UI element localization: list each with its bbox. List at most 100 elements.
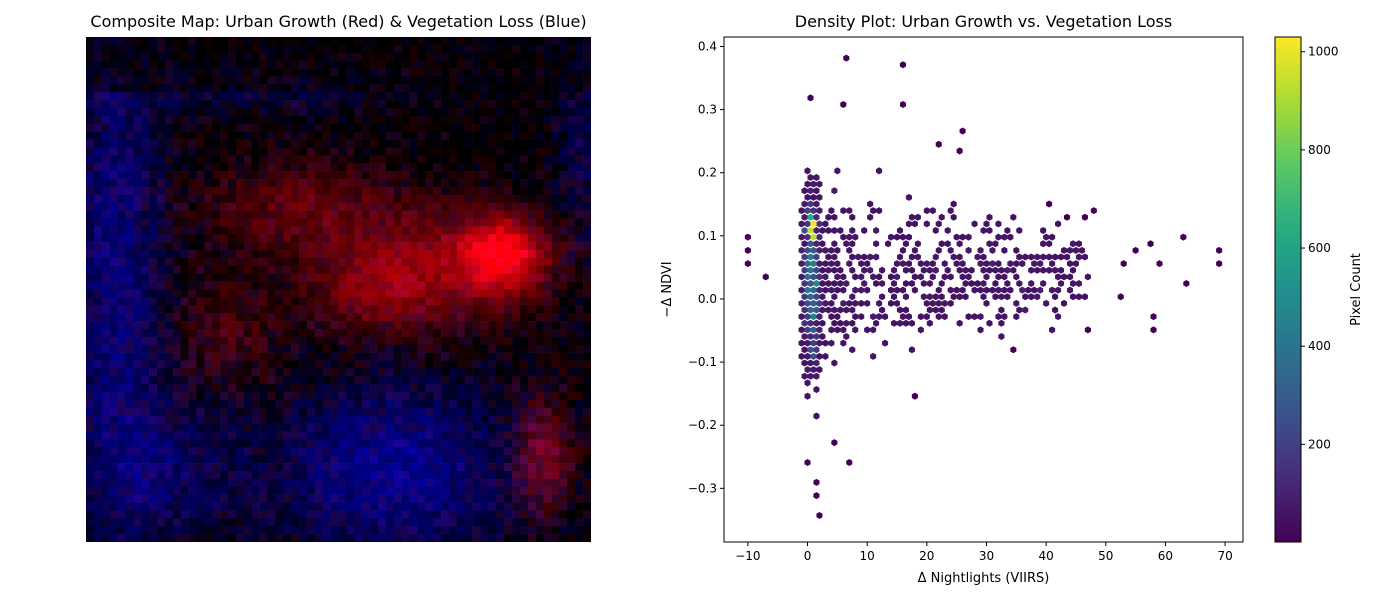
- hexbin-cell: [911, 273, 918, 281]
- map-pixel: [141, 281, 150, 290]
- map-pixel: [456, 210, 466, 219]
- map-pixel: [496, 510, 505, 519]
- map-pixel: [464, 186, 473, 196]
- map-pixel: [504, 68, 513, 77]
- map-pixel: [409, 44, 418, 54]
- map-pixel: [314, 376, 324, 385]
- map-pixel: [235, 100, 245, 109]
- map-pixel: [101, 171, 110, 180]
- map-pixel: [575, 242, 584, 251]
- map-pixel: [93, 171, 103, 180]
- map-pixel: [401, 360, 410, 369]
- map-pixel: [164, 250, 174, 259]
- map-pixel: [551, 60, 560, 69]
- map-pixel: [314, 368, 324, 377]
- map-pixel: [172, 534, 181, 542]
- map-pixel: [448, 510, 458, 519]
- map-pixel: [433, 115, 442, 125]
- map-pixel: [385, 234, 395, 243]
- map-pixel: [275, 368, 284, 377]
- map-pixel: [488, 84, 497, 93]
- map-pixel: [480, 163, 489, 172]
- map-pixel: [228, 352, 237, 361]
- map-pixel: [385, 502, 395, 511]
- map-pixel: [567, 289, 576, 298]
- map-pixel: [133, 305, 142, 314]
- map-pixel: [283, 313, 292, 322]
- map-pixel: [464, 297, 473, 306]
- map-pixel: [125, 202, 134, 211]
- hexbin-cell: [926, 293, 933, 301]
- map-pixel: [527, 392, 537, 401]
- map-pixel: [220, 431, 229, 440]
- hexbin-cell: [846, 260, 853, 268]
- map-pixel: [401, 186, 410, 196]
- map-pixel: [464, 447, 473, 456]
- map-pixel: [496, 494, 505, 503]
- map-pixel: [86, 297, 95, 306]
- map-pixel: [299, 76, 308, 85]
- hexbin-cell: [822, 220, 829, 228]
- map-pixel: [172, 463, 181, 472]
- map-pixel: [441, 52, 450, 61]
- map-pixel: [370, 37, 379, 46]
- map-pixel: [362, 186, 371, 196]
- map-pixel: [543, 194, 552, 203]
- hexbin-cell: [1019, 286, 1026, 294]
- map-pixel: [228, 44, 237, 54]
- hexbin-cell: [810, 233, 817, 241]
- map-pixel: [275, 265, 284, 275]
- map-pixel: [543, 297, 552, 306]
- map-pixel: [133, 510, 142, 519]
- map-pixel: [228, 463, 237, 472]
- map-pixel: [519, 281, 529, 290]
- hexbin-cell: [995, 233, 1002, 241]
- map-pixel: [235, 534, 245, 542]
- map-pixel: [291, 139, 300, 148]
- map-pixel: [243, 163, 252, 172]
- map-pixel: [519, 139, 529, 148]
- map-pixel: [575, 344, 584, 353]
- map-pixel: [425, 399, 434, 409]
- map-pixel: [228, 526, 237, 535]
- map-pixel: [101, 376, 110, 385]
- hexbin-cell: [870, 313, 877, 321]
- map-pixel: [512, 92, 521, 101]
- map-pixel: [433, 328, 442, 338]
- map-pixel: [346, 376, 355, 385]
- map-pixel: [117, 155, 126, 164]
- map-pixel: [314, 439, 324, 448]
- map-pixel: [441, 534, 450, 542]
- map-pixel: [109, 321, 118, 330]
- map-pixel: [101, 399, 110, 409]
- hexbin-cell: [1046, 200, 1053, 208]
- map-pixel: [575, 297, 584, 306]
- map-pixel: [275, 218, 284, 227]
- map-pixel: [251, 163, 260, 172]
- map-pixel: [480, 108, 489, 117]
- map-pixel: [496, 328, 505, 338]
- map-pixel: [228, 328, 237, 338]
- hexbin-cell: [813, 279, 820, 288]
- map-pixel: [314, 202, 324, 211]
- map-pixel: [370, 257, 379, 267]
- map-pixel: [204, 534, 213, 542]
- map-pixel: [543, 510, 552, 519]
- map-pixel: [559, 257, 568, 267]
- map-pixel: [441, 328, 450, 338]
- map-pixel: [480, 321, 489, 330]
- map-pixel: [172, 494, 181, 503]
- map-pixel: [409, 439, 418, 448]
- hexbin-cell: [1037, 286, 1044, 294]
- map-pixel: [567, 399, 576, 409]
- map-pixel: [235, 281, 245, 290]
- map-pixel: [228, 447, 237, 456]
- map-pixel: [204, 218, 213, 227]
- map-pixel: [417, 518, 426, 527]
- map-pixel: [117, 321, 126, 330]
- map-pixel: [283, 439, 292, 448]
- map-pixel: [575, 518, 584, 527]
- map-pixel: [243, 37, 252, 46]
- map-pixel: [212, 202, 221, 211]
- map-pixel: [377, 218, 387, 227]
